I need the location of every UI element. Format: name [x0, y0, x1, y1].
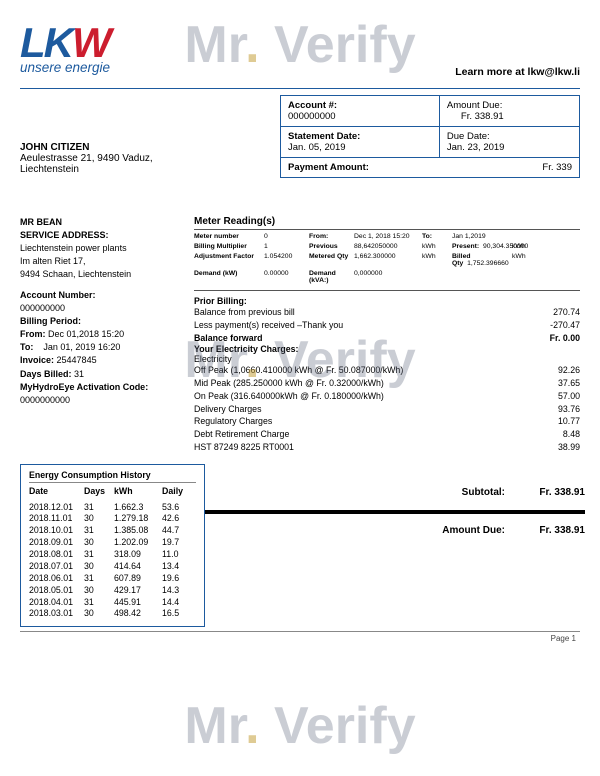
amount-due-label: Amount Due:	[447, 100, 572, 111]
consumption-history: Energy Consumption History Date Days kWh…	[20, 464, 205, 628]
history-row: 2018.04.0131445.9114.4	[29, 597, 196, 609]
amount-due-total: Fr. 338.91	[505, 524, 585, 539]
service-name: MR BEAN	[20, 216, 172, 229]
hist-col-kwh: kWh	[114, 486, 162, 496]
hydro-label: MyHydroEye Activation Code:	[20, 381, 172, 394]
delivery: 93.76	[522, 403, 580, 416]
logo-k: K	[44, 19, 72, 66]
subtotal-label: Subtotal:	[205, 486, 505, 501]
history-row: 2018.03.0130498.4216.5	[29, 608, 196, 620]
electricity-label: Electricity	[194, 354, 580, 364]
hydro-code: 0000000000	[20, 394, 172, 407]
logo: LKW	[20, 22, 110, 64]
amount-due: Fr. 338.91	[447, 111, 572, 122]
customer-addr1: Aeulestrasse 21, 9490 Vaduz,	[20, 153, 153, 164]
customer-block: JOHN CITIZEN Aeulestrasse 21, 9490 Vaduz…	[20, 142, 153, 175]
history-row: 2018.10.01311.385.0844.7	[29, 525, 196, 537]
regulatory-label: Regulatory Charges	[194, 415, 272, 428]
totals: Subtotal:Fr. 338.91 Amount Due:Fr. 338.9…	[205, 486, 585, 549]
service-line3: 9494 Schaan, Liechtenstein	[20, 268, 172, 281]
prior-balance: 270.74	[522, 306, 580, 319]
statement-date-label: Statement Date:	[288, 131, 432, 142]
history-row: 2018.05.0130429.1714.3	[29, 585, 196, 597]
hst-label: HST 87249 8225 RT0001	[194, 441, 294, 454]
amount-due-total-label: Amount Due:	[205, 524, 505, 539]
hist-col-date: Date	[29, 486, 84, 496]
invoice: 25447845	[57, 355, 97, 365]
bp-from-label: From:	[20, 329, 46, 339]
bp-from: Dec 01,2018 15:20	[48, 329, 124, 339]
less-payments: -270.47	[522, 319, 580, 332]
regulatory: 10.77	[522, 415, 580, 428]
prior-billing-title: Prior Billing:	[194, 296, 580, 306]
history-row: 2018.09.01301.202.0919.7	[29, 537, 196, 549]
balance-forward-label: Balance forward	[194, 332, 262, 345]
payment-amount: Fr. 339	[542, 162, 572, 173]
service-line2: Im alten Riet 17,	[20, 255, 172, 268]
invoice-label: Invoice:	[20, 355, 54, 365]
statement-date: Jan. 05, 2019	[288, 142, 432, 153]
balance-forward: Fr. 0.00	[522, 332, 580, 345]
acct-num: 000000000	[20, 302, 172, 315]
bp-to: Jan 01, 2019 16:20	[43, 342, 120, 352]
days-billed: 31	[74, 369, 84, 379]
account-number-label: Account #:	[288, 100, 432, 111]
history-title: Energy Consumption History	[29, 470, 196, 483]
logo-l: L	[20, 19, 44, 66]
debt-retirement-label: Debt Retirement Charge	[194, 428, 289, 441]
delivery-label: Delivery Charges	[194, 403, 261, 416]
customer-addr2: Liechtenstein	[20, 164, 153, 175]
service-address-label: SERVICE ADDRESS:	[20, 229, 172, 242]
logo-block: LKW unsere energie	[20, 22, 110, 75]
learn-more: Learn more at lkw@lkw.li	[455, 66, 580, 78]
header: LKW unsere energie Learn more at lkw@lkw…	[20, 22, 580, 78]
charges-title: Your Electricity Charges:	[194, 344, 580, 354]
less-payments-label: Less payment(s) received –Thank you	[194, 319, 343, 332]
debt-retirement: 8.48	[522, 428, 580, 441]
payment-amount-label: Payment Amount:	[288, 162, 369, 173]
meter-readings-table: Meter number0From:Dec 1, 2018 15:20To:Ja…	[194, 233, 580, 284]
hist-col-daily: Daily	[162, 486, 196, 496]
account-summary: Account #: 000000000 Amount Due: Fr. 338…	[280, 95, 580, 178]
bp-to-label: To:	[20, 342, 33, 352]
history-row: 2018.06.0131607.8919.6	[29, 573, 196, 585]
on-peak: 57.00	[522, 390, 580, 403]
days-billed-label: Days Billed:	[20, 369, 72, 379]
history-row: 2018.07.0130414.6413.4	[29, 561, 196, 573]
billing-section: Prior Billing: Balance from previous bil…	[194, 290, 580, 454]
history-row: 2018.11.01301.279.1842.6	[29, 513, 196, 525]
divider	[20, 88, 580, 89]
due-date-label: Due Date:	[447, 131, 572, 142]
subtotal: Fr. 338.91	[505, 486, 585, 501]
due-date: Jan. 23, 2019	[447, 142, 572, 153]
mid-peak-label: Mid Peak (285.250000 kWh @ Fr. 0.32000/k…	[194, 377, 384, 390]
history-row: 2018.08.0131318.0911.0	[29, 549, 196, 561]
page-number: Page 1	[20, 631, 580, 643]
totals-divider	[205, 510, 585, 514]
account-number: 000000000	[288, 111, 432, 122]
hst: 38.99	[522, 441, 580, 454]
off-peak-label: Off Peak (1,0660.410000 kWh @ Fr. 50.087…	[194, 364, 403, 377]
prior-balance-label: Balance from previous bill	[194, 306, 295, 319]
watermark: Mr. Verify	[184, 696, 415, 756]
tagline: unsere energie	[20, 60, 110, 75]
acct-num-label: Account Number:	[20, 289, 172, 302]
off-peak: 92.26	[522, 364, 580, 377]
service-line1: Liechtenstein power plants	[20, 242, 172, 255]
hist-col-days: Days	[84, 486, 114, 496]
billing-period-label: Billing Period:	[20, 315, 172, 328]
customer-name: JOHN CITIZEN	[20, 142, 153, 153]
mid-peak: 37.65	[522, 377, 580, 390]
history-row: 2018.12.01311.662.353.6	[29, 502, 196, 514]
meter-readings-title: Meter Reading(s)	[194, 216, 580, 230]
service-info: MR BEAN SERVICE ADDRESS: Liechtenstein p…	[20, 216, 172, 454]
on-peak-label: On Peak (316.640000kWh @ Fr. 0.180000/kW…	[194, 390, 384, 403]
logo-w: W	[72, 19, 110, 66]
